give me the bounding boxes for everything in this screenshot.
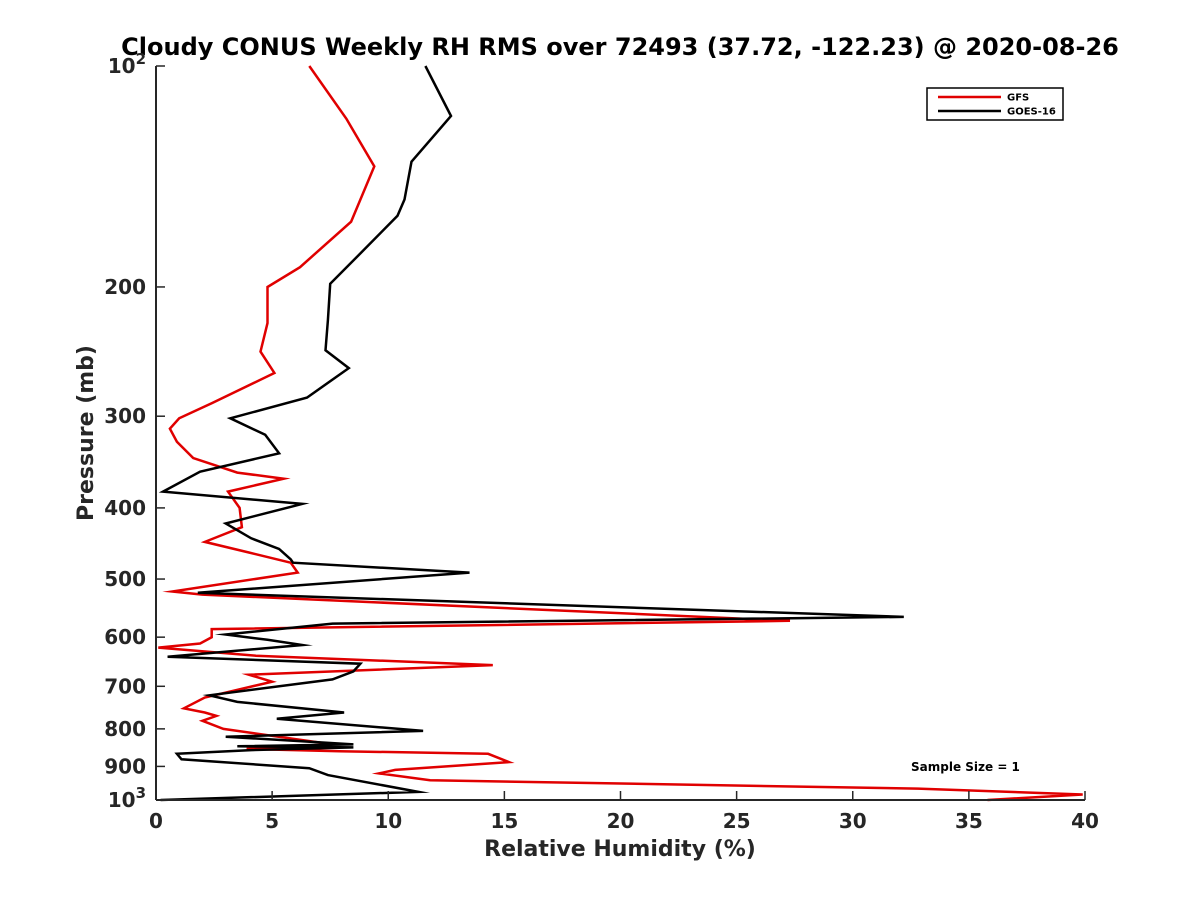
- y-tick-label: 103: [108, 784, 146, 812]
- legend: GFS GOES-16: [926, 87, 1064, 121]
- x-tick-label: 30: [839, 809, 867, 833]
- x-axis-label: Relative Humidity (%): [484, 837, 756, 862]
- y-tick-label: 102: [108, 50, 146, 78]
- series-line-gfs: [158, 65, 1083, 802]
- x-tick-label: 20: [607, 809, 635, 833]
- x-tick-label: 35: [955, 809, 983, 833]
- legend-label: GOES-16: [1007, 107, 1056, 118]
- y-tick-label: 800: [104, 717, 146, 741]
- axes-layer: 0 5 10 15 20 25 30 35 40 102 200 300 400 500 600 700 800…: [104, 50, 1099, 833]
- y-tick-label: 600: [104, 625, 146, 649]
- series-line-goes-16: [158, 65, 904, 802]
- legend-box: [926, 87, 1064, 121]
- y-tick-label: 400: [104, 496, 146, 520]
- x-tick-label: 25: [723, 809, 751, 833]
- x-tick-label: 0: [149, 809, 163, 833]
- x-tick-label: 40: [1071, 809, 1099, 833]
- x-tick-label: 5: [265, 809, 279, 833]
- x-tick-label: 15: [490, 809, 518, 833]
- sample-size-annotation: Sample Size = 1: [911, 760, 1020, 774]
- x-tick-label: 10: [374, 809, 402, 833]
- y-tick-label: 300: [104, 404, 146, 428]
- plot-background: [156, 66, 1085, 800]
- y-tick-label: 700: [104, 674, 146, 698]
- legend-label: GFS: [1007, 93, 1029, 104]
- y-tick-label: 200: [104, 275, 146, 299]
- chart-title: Cloudy CONUS Weekly RH RMS over 72493 (3…: [121, 33, 1119, 61]
- y-tick-label: 900: [104, 754, 146, 778]
- plot-area: [156, 66, 1085, 800]
- y-axis-label: Pressure (mb): [74, 345, 99, 521]
- y-tick-label: 500: [104, 567, 146, 591]
- series-layer: [158, 65, 1083, 802]
